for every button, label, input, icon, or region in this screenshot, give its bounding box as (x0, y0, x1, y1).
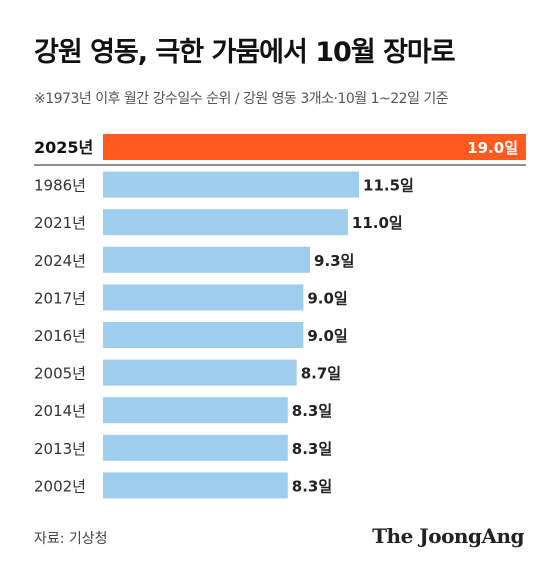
category-label: 2024년 (34, 252, 86, 270)
value-label: 8.7일 (301, 365, 341, 383)
category-label: 2016년 (34, 327, 86, 345)
bar (103, 134, 526, 160)
category-label: 2005년 (34, 365, 86, 383)
chart-subtitle: ※1973년 이후 월간 강수일수 순위 / 강원 영동 3개소·10월 1~2… (34, 91, 449, 107)
bar (103, 246, 311, 273)
category-label: 2025년 (34, 138, 93, 157)
category-label: 2014년 (34, 402, 86, 420)
bar (103, 472, 288, 499)
bar (103, 284, 304, 311)
value-label: 11.0일 (352, 214, 403, 232)
bar (103, 434, 288, 461)
category-label: 2021년 (34, 214, 86, 232)
bar (103, 209, 348, 236)
chart-title: 강원 영동, 극한 가뭄에서 10월 장마로 (34, 37, 456, 68)
value-label: 9.3일 (314, 252, 354, 270)
bar (103, 397, 288, 424)
category-label: 2002년 (34, 477, 86, 495)
bar (103, 171, 360, 198)
bar (103, 322, 304, 348)
value-label: 9.0일 (307, 289, 347, 307)
value-label: 8.3일 (292, 402, 332, 420)
value-label: 9.0일 (307, 327, 347, 345)
value-label: 19.0일 (467, 139, 518, 157)
value-label: 11.5일 (363, 177, 414, 195)
source-note: 자료: 기상청 (34, 531, 108, 547)
value-label: 8.3일 (292, 440, 332, 458)
category-label: 2013년 (34, 440, 86, 458)
brand-logo: The JoongAng (372, 524, 524, 548)
value-label: 8.3일 (292, 477, 332, 495)
category-label: 1986년 (34, 177, 86, 195)
bar (103, 359, 297, 386)
category-label: 2017년 (34, 289, 86, 307)
